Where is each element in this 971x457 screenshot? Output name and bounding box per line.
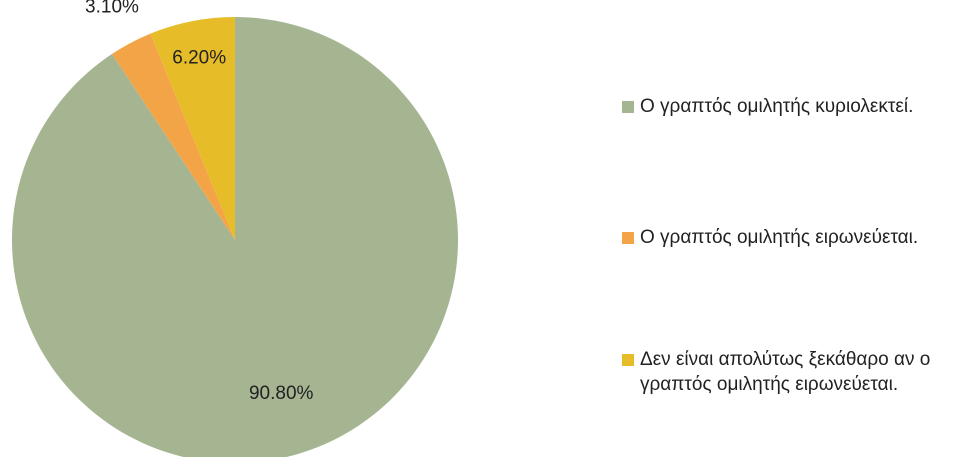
legend-label: Δεν είναι απολύτως ξεκάθαρο αν ο γραπτός…: [640, 349, 931, 395]
pie-slice: [112, 33, 235, 241]
pie-slice: [12, 17, 458, 457]
data-label: 6.20%: [172, 47, 226, 68]
legend-item: Ο γραπτός ομιλητής κυριολεκτεί.: [622, 94, 967, 119]
legend-swatch: [622, 232, 634, 244]
legend-swatch: [622, 354, 634, 366]
legend-label: Ο γραπτός ομιλητής ειρωνεύεται.: [640, 227, 919, 248]
legend-label: Ο γραπτός ομιλητής κυριολεκτεί.: [640, 96, 914, 117]
data-label: 3.10%: [85, 0, 139, 17]
legend-swatch: [622, 101, 634, 113]
data-label: 90.80%: [249, 383, 314, 404]
legend-item: Ο γραπτός ομιλητής ειρωνεύεται.: [622, 225, 967, 250]
pie-slice: [150, 17, 235, 240]
legend-item: Δεν είναι απολύτως ξεκάθαρο αν ο γραπτός…: [622, 347, 967, 397]
